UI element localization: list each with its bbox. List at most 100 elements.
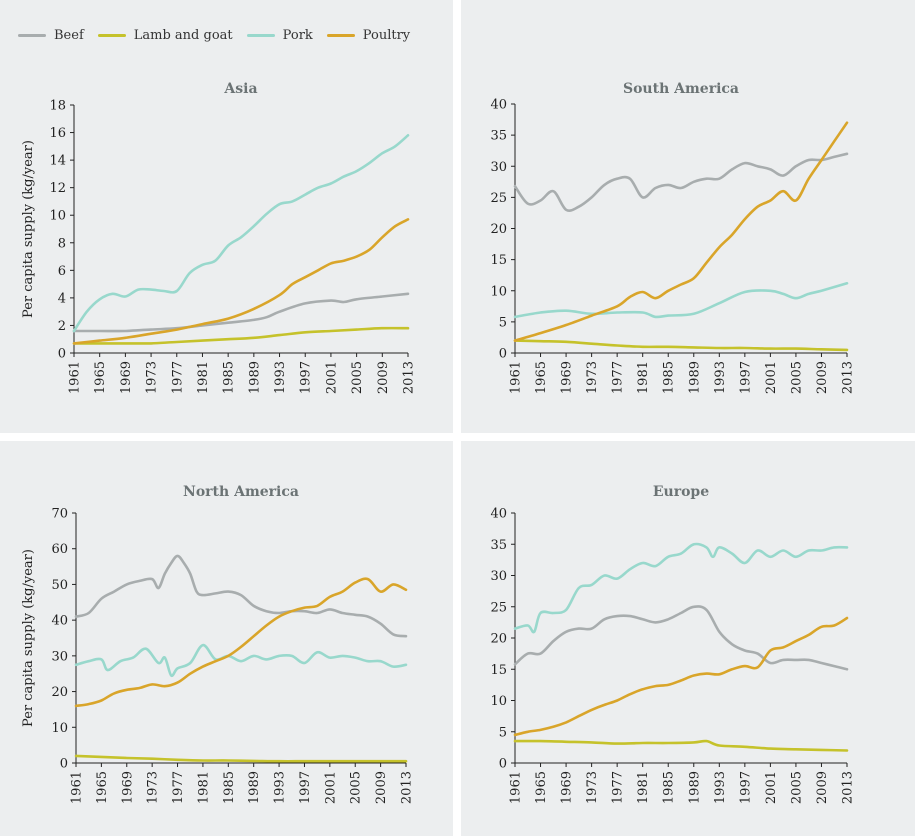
- legend-item-beef: Beef: [18, 28, 84, 43]
- x-tick-label: 1981: [196, 361, 211, 394]
- y-tick-label: 10: [490, 284, 507, 299]
- y-tick-label: 12: [49, 181, 66, 196]
- x-tick-label: 1997: [298, 771, 313, 804]
- legend-label-beef: Beef: [54, 27, 84, 43]
- y-tick-label: 40: [51, 614, 68, 629]
- x-tick-label: 1965: [95, 771, 110, 804]
- x-tick-label: 2001: [324, 361, 339, 394]
- x-tick-label: 2005: [350, 361, 365, 394]
- series-line-poultry: [513, 121, 849, 342]
- x-tick-label: 1989: [687, 361, 702, 394]
- x-tick-label: 1965: [93, 361, 108, 394]
- y-tick-label: 0: [60, 757, 68, 772]
- legend-item-poultry: Poultry: [326, 27, 411, 43]
- y-tick-label: 10: [49, 209, 66, 224]
- x-tick-label: 2013: [402, 361, 417, 394]
- y-tick-label: 10: [490, 694, 507, 709]
- x-tick-label: 1985: [662, 771, 677, 804]
- y-tick-label: 0: [58, 347, 66, 362]
- y-tick-label: 20: [490, 632, 507, 647]
- y-tick-label: 25: [490, 191, 507, 206]
- chart-europe: Europe 0 5 10 15 20 25 30 35 40 1961 1965 1969 1973 19…: [490, 484, 856, 804]
- x-tick-label: 1961: [509, 771, 524, 804]
- legend-swatch-pork: [246, 33, 275, 37]
- x-tick-label: 2005: [349, 771, 364, 804]
- x-tick-label: 1985: [222, 361, 237, 394]
- x-tick-label: 1961: [509, 361, 524, 394]
- y-tick-label: 25: [490, 600, 507, 615]
- legend-label-pork: Pork: [282, 27, 313, 43]
- y-tick-label: 6: [58, 264, 66, 279]
- y-tick-label: 10: [51, 721, 68, 736]
- x-tick-label: 1977: [611, 771, 626, 804]
- x-tick-label: 1985: [222, 771, 237, 804]
- series-line-pork: [513, 542, 849, 634]
- x-tick-label: 2009: [815, 361, 830, 394]
- y-tick-label: 35: [490, 129, 507, 144]
- series-line-poultry: [74, 577, 408, 708]
- x-tick-label: 1969: [560, 361, 575, 394]
- y-tick-label: 5: [499, 725, 507, 740]
- y-tick-label: 8: [58, 236, 66, 251]
- y-tick-label: 30: [490, 160, 507, 175]
- legend-label-poultry: Poultry: [362, 27, 411, 43]
- series-line-pork: [72, 134, 410, 333]
- legend-swatch-beef: [18, 33, 46, 37]
- x-tick-label: 2005: [789, 361, 804, 394]
- y-tick-label: 16: [49, 126, 66, 141]
- x-tick-label: 2005: [789, 771, 804, 804]
- x-tick-label: 1993: [273, 361, 288, 394]
- x-tick-label: 1993: [273, 771, 288, 804]
- x-tick-label: 1989: [247, 771, 262, 804]
- y-tick-label: 40: [490, 98, 507, 113]
- series-line-pork: [74, 643, 408, 678]
- series-line-poultry: [72, 218, 410, 345]
- chart-panel-asia: Beef Lamb and goat Pork Poultry Asia 0 2 4 6…: [0, 0, 453, 433]
- x-tick-label: 1969: [120, 771, 135, 804]
- x-tick-label: 1965: [534, 771, 549, 804]
- series-line-beef: [513, 152, 849, 212]
- x-tick-label: 2001: [764, 361, 779, 394]
- y-tick-label: 0: [499, 757, 507, 772]
- y-axis-label: Per capita supply (kg/year): [21, 140, 36, 318]
- chart-south-america: South America 0 5 10 15 20 25 30 35 40 1961 1965 196…: [490, 81, 856, 394]
- y-tick-label: 5: [499, 315, 507, 330]
- chart-title-south-america: South America: [623, 81, 739, 97]
- x-tick-label: 2001: [764, 771, 779, 804]
- chart-panel-south-america: South America 0 5 10 15 20 25 30 35 40 1961 1965 196…: [461, 0, 915, 433]
- chart-panel-north-america: North America 0 10 20 30 40 50 60 70 1961 1965 1969…: [0, 441, 453, 836]
- x-tick-label: 1977: [170, 361, 185, 394]
- series-line-lamb-and-goat: [74, 754, 408, 763]
- chart-title-europe: Europe: [653, 484, 709, 500]
- series-line-lamb-and-goat: [513, 339, 849, 352]
- y-tick-label: 20: [51, 685, 68, 700]
- x-tick-label: 2001: [323, 771, 338, 804]
- x-tick-label: 2013: [841, 361, 856, 394]
- chart-asia: Asia 0 2 4 6 8 10 12 14 16 18 1961 1965 1969 1973 1977 1…: [21, 81, 417, 394]
- y-tick-label: 50: [51, 578, 68, 593]
- y-tick-label: 2: [58, 319, 66, 334]
- x-tick-label: 1977: [611, 361, 626, 394]
- legend: Beef Lamb and goat Pork Poultry: [18, 25, 424, 45]
- x-tick-label: 1961: [70, 771, 85, 804]
- x-tick-label: 2013: [841, 771, 856, 804]
- y-tick-label: 30: [490, 569, 507, 584]
- y-tick-label: 14: [49, 154, 66, 169]
- x-tick-label: 1989: [687, 771, 702, 804]
- x-tick-label: 2013: [400, 771, 415, 804]
- y-tick-label: 60: [51, 542, 68, 557]
- series-line-beef: [74, 554, 408, 638]
- y-tick-label: 18: [49, 99, 66, 114]
- x-tick-label: 2009: [376, 361, 391, 394]
- chart-panel-europe: Europe 0 5 10 15 20 25 30 35 40 1961 1965 1969 1973 19…: [461, 441, 915, 836]
- x-tick-label: 1969: [119, 361, 134, 394]
- x-tick-label: 1985: [662, 361, 677, 394]
- y-tick-label: 35: [490, 538, 507, 553]
- x-tick-label: 1973: [146, 771, 161, 804]
- x-tick-label: 1969: [560, 771, 575, 804]
- chart-title-asia: Asia: [223, 81, 257, 97]
- x-tick-label: 1973: [585, 361, 600, 394]
- series-line-beef: [72, 292, 410, 333]
- x-tick-label: 1993: [713, 361, 728, 394]
- series-line-pork: [513, 282, 849, 319]
